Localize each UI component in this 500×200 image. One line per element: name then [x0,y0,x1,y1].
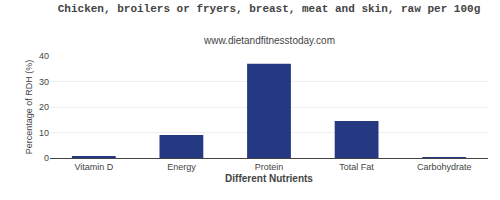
svg-text:Energy: Energy [167,162,196,172]
svg-text:Chicken, broilers or fryers, b: Chicken, broilers or fryers, breast, mea… [58,3,480,15]
svg-text:www.dietandfitnesstoday.com: www.dietandfitnesstoday.com [203,35,335,46]
svg-text:Carbohydrate: Carbohydrate [417,162,472,172]
svg-text:20: 20 [39,102,49,112]
svg-text:Total Fat: Total Fat [339,162,374,172]
svg-text:30: 30 [39,77,49,87]
svg-text:Percentage of RDH (%): Percentage of RDH (%) [24,60,34,155]
svg-text:10: 10 [39,128,49,138]
svg-text:Protein: Protein [255,162,284,172]
svg-text:40: 40 [39,51,49,61]
svg-text:Different Nutrients: Different Nutrients [225,173,313,184]
svg-text:Vitamin D: Vitamin D [74,162,113,172]
svg-text:0: 0 [44,153,49,163]
